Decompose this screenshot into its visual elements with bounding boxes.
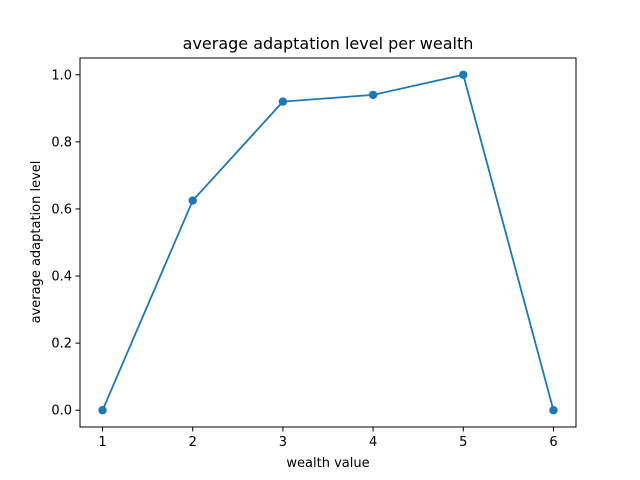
y-tick-label: 0.6 xyxy=(51,202,72,217)
series-line xyxy=(101,73,555,411)
y-tick-label: 0.0 xyxy=(51,404,72,419)
data-point xyxy=(98,406,107,415)
x-tick-label: 3 xyxy=(279,435,287,450)
data-point xyxy=(278,97,288,106)
y-axis-title: average adaptation level xyxy=(29,161,44,324)
x-tick-label: 6 xyxy=(549,435,557,450)
axes-frame xyxy=(79,57,577,428)
x-tick-label: 1 xyxy=(98,435,106,450)
data-point xyxy=(188,196,197,205)
y-tick-label: 0.4 xyxy=(51,270,72,285)
data-point xyxy=(368,90,378,100)
y-tick-label: 1.0 xyxy=(51,68,72,83)
data-point xyxy=(459,70,468,79)
x-tick-label: 4 xyxy=(369,435,377,450)
data-point xyxy=(549,406,558,415)
x-axis-title: wealth value xyxy=(286,456,369,471)
plot-area: 1 2 3 4 5 6 0.0 0.2 0.4 0.6 0.8 1.0 xyxy=(51,57,577,450)
x-tick-label: 5 xyxy=(459,435,467,450)
y-tick-label: 0.2 xyxy=(51,337,72,352)
x-tick-label: 2 xyxy=(189,435,197,450)
y-tick-label: 0.8 xyxy=(51,135,72,150)
chart-title: average adaptation level per wealth xyxy=(183,34,474,53)
